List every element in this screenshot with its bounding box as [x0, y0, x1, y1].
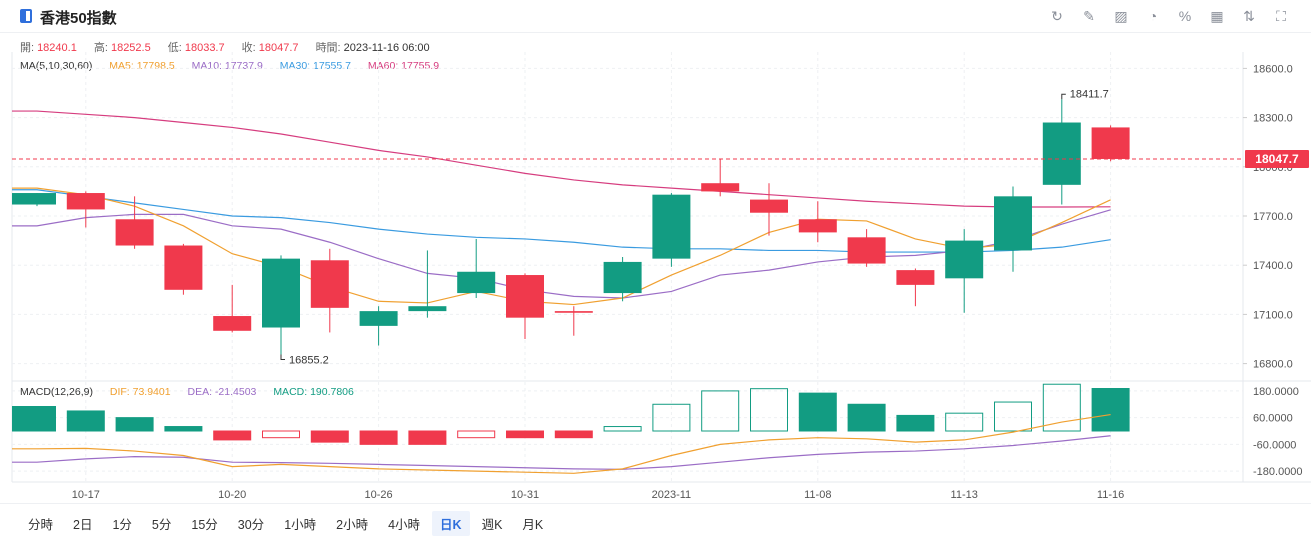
- macd-bar: [897, 415, 934, 431]
- macd-bar: [604, 427, 641, 431]
- candle-body: [457, 272, 495, 293]
- macd-bar: [13, 407, 56, 432]
- macd-tick-label: -180.0000: [1253, 466, 1303, 478]
- macd-bar: [67, 411, 104, 431]
- macd-legend-title: MACD(12,26,9): [20, 386, 93, 398]
- candle-body: [164, 246, 202, 290]
- min-label: 16855.2: [289, 355, 329, 367]
- period-tab-11[interactable]: 月K: [514, 511, 551, 536]
- period-tab-3[interactable]: 5分: [144, 511, 179, 536]
- min-marker: [281, 355, 285, 360]
- period-tab-7[interactable]: 2小時: [328, 511, 376, 536]
- period-tab-2[interactable]: 1分: [104, 511, 139, 536]
- macd-bar: [360, 431, 397, 444]
- candle-body: [67, 193, 105, 209]
- period-tab-6[interactable]: 1小時: [276, 511, 324, 536]
- candle-body: [213, 316, 251, 331]
- macd-bar: [848, 404, 885, 431]
- x-tick-label: 2023-11: [652, 489, 692, 501]
- macd-legend: MACD(12,26,9) DIF: 73.9401 DEA: -21.4503…: [20, 386, 368, 398]
- price-tick-label: 17100.0: [1253, 309, 1293, 321]
- macd-bar: [799, 393, 836, 431]
- x-tick-label: 10-31: [511, 489, 539, 501]
- period-selector: 分時 2日 1分 5分 15分 30分 1小時 2小時 4小時 日K 週K 月K: [20, 511, 551, 536]
- macd-tick-label: 180.0000: [1253, 386, 1299, 398]
- candle-body: [945, 241, 983, 279]
- x-tick-label: 11-13: [951, 489, 978, 501]
- candle-body: [506, 275, 544, 318]
- dea-legend: DEA: -21.4503: [188, 386, 257, 398]
- macd-bar: [555, 431, 592, 438]
- x-tick-label: 11-16: [1097, 489, 1124, 501]
- candle-body: [311, 260, 349, 308]
- period-tab-9[interactable]: 日K: [432, 511, 470, 536]
- x-tick-label: 10-17: [72, 489, 100, 501]
- price-tick-label: 16800.0: [1253, 359, 1293, 371]
- macd-tick-label: -60.0000: [1253, 439, 1296, 451]
- dif-legend: DIF: 73.9401: [110, 386, 171, 398]
- macd-bar: [311, 431, 348, 442]
- x-tick-label: 10-20: [218, 489, 246, 501]
- divider: [0, 503, 1311, 504]
- candle-body: [799, 219, 837, 232]
- period-tab-1[interactable]: 2日: [65, 511, 100, 536]
- macd-bar: [214, 431, 251, 440]
- last-price-label: 18047.7: [1255, 152, 1299, 166]
- period-tab-0[interactable]: 分時: [20, 511, 61, 536]
- candle-body: [750, 200, 788, 213]
- candle-body: [555, 311, 593, 313]
- macd-bar: [1092, 389, 1129, 431]
- macd-tick-label: 60.0000: [1253, 413, 1293, 425]
- candle-body: [408, 306, 446, 311]
- kline-chart[interactable]: 18600.018300.018000.017700.017400.017100…: [0, 0, 1311, 505]
- macd-bar: [995, 402, 1032, 431]
- candle-body: [12, 193, 56, 204]
- macd-value-legend: MACD: 190.7806: [273, 386, 354, 398]
- period-tab-4[interactable]: 15分: [183, 511, 225, 536]
- price-tick-label: 17700.0: [1253, 211, 1293, 223]
- price-tick-label: 18300.0: [1253, 113, 1293, 125]
- candle-body: [116, 219, 154, 245]
- candle-body: [701, 183, 739, 191]
- macd-bar: [946, 413, 983, 431]
- macd-bar: [165, 427, 202, 431]
- macd-bar: [702, 391, 739, 431]
- macd-bar: [458, 431, 495, 438]
- candle-body: [652, 195, 690, 259]
- price-tick-label: 17400.0: [1253, 260, 1293, 272]
- period-tab-5[interactable]: 30分: [230, 511, 272, 536]
- max-label: 18411.7: [1070, 88, 1109, 100]
- candle-body: [1092, 127, 1130, 159]
- x-tick-label: 11-08: [804, 489, 831, 501]
- candle-body: [262, 259, 300, 328]
- macd-bar: [751, 389, 788, 431]
- period-tab-8[interactable]: 4小時: [380, 511, 428, 536]
- macd-bar: [116, 418, 153, 431]
- macd-bar: [507, 431, 544, 438]
- macd-bar: [409, 431, 446, 444]
- candle-body: [1043, 123, 1081, 185]
- max-marker: [1062, 94, 1066, 99]
- candle-body: [994, 196, 1032, 250]
- macd-bar: [263, 431, 300, 438]
- x-tick-label: 10-26: [365, 489, 393, 501]
- period-tab-10[interactable]: 週K: [474, 511, 511, 536]
- candle-body: [848, 237, 886, 263]
- candle-body: [896, 270, 934, 285]
- candle-body: [604, 262, 642, 293]
- price-tick-label: 18600.0: [1253, 63, 1293, 75]
- candle-body: [360, 311, 398, 326]
